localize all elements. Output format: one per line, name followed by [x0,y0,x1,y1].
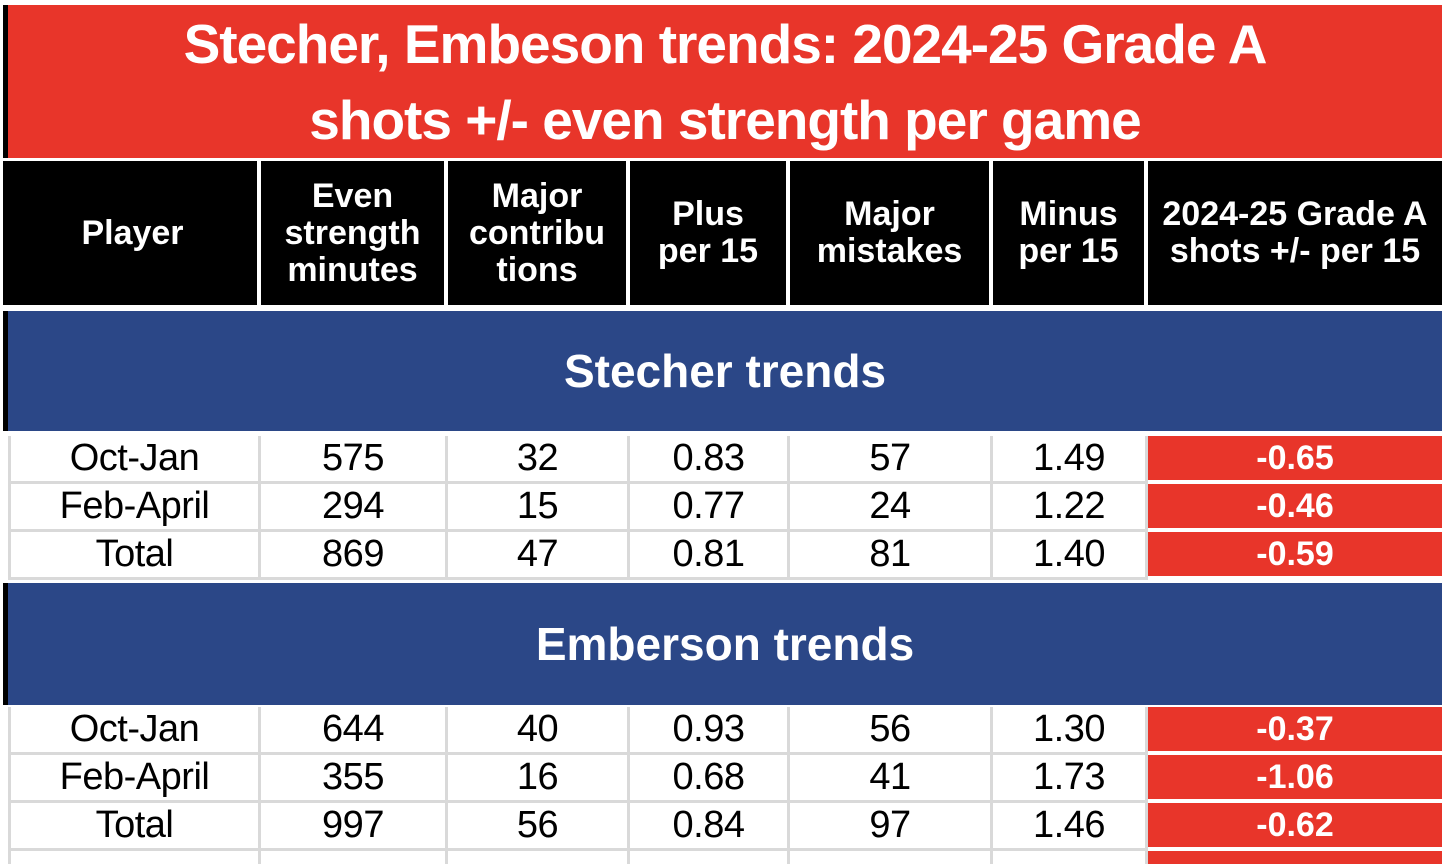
column-header-major-contributions: Major contributions [448,161,630,305]
cell-grade-a-plus-minus: -0.62 [1148,803,1442,851]
cell-even-strength-minutes: 997 [261,803,448,851]
cell-even-strength-minutes: 294 [261,484,448,532]
cell-minus-per-15: 1.22 [993,484,1148,532]
cell-plus-per-15: 0.83 [630,436,790,484]
table-row: Feb-April 294 15 0.77 24 1.22 -0.46 [8,484,1442,532]
cell-major-mistakes: 56 [790,707,993,755]
cell-empty [448,851,630,864]
section-header-stecher: Stecher trends [3,311,1442,431]
cell-period: Oct-Jan [8,707,261,755]
table-row: Total 997 56 0.84 97 1.46 -0.62 [8,803,1442,851]
cell-major-contributions: 56 [448,803,630,851]
cell-major-contributions: 16 [448,755,630,803]
cell-period: Total [8,532,261,580]
cell-empty [261,851,448,864]
column-header-minus-per-15: Minus per 15 [993,161,1148,305]
cell-major-mistakes: 41 [790,755,993,803]
table-row-partial [8,851,1442,864]
title-line-2: shots +/- even strength per game [309,88,1141,151]
section-header-label: Emberson trends [535,618,915,670]
table-row: Total 869 47 0.81 81 1.40 -0.59 [8,532,1442,580]
cell-even-strength-minutes: 869 [261,532,448,580]
cell-empty [630,851,790,864]
cell-even-strength-minutes: 575 [261,436,448,484]
cell-major-mistakes: 57 [790,436,993,484]
cell-major-contributions: 32 [448,436,630,484]
column-header-plus-per-15: Plus per 15 [630,161,790,305]
cell-grade-a-plus-minus: -0.37 [1148,707,1442,755]
table-row: Oct-Jan 575 32 0.83 57 1.49 -0.65 [8,436,1442,484]
cell-minus-per-15: 1.49 [993,436,1148,484]
cell-plus-per-15: 0.68 [630,755,790,803]
cell-plus-per-15: 0.93 [630,707,790,755]
cell-period: Feb-April [8,484,261,532]
table-row: Oct-Jan 644 40 0.93 56 1.30 -0.37 [8,707,1442,755]
cell-major-mistakes: 24 [790,484,993,532]
cell-period: Oct-Jan [8,436,261,484]
cell-period: Total [8,803,261,851]
cell-empty [8,851,261,864]
cell-empty [790,851,993,864]
column-header-major-mistakes: Major mistakes [790,161,993,305]
cell-major-mistakes: 81 [790,532,993,580]
cell-major-contributions: 40 [448,707,630,755]
cell-minus-per-15: 1.40 [993,532,1148,580]
cell-minus-per-15: 1.46 [993,803,1148,851]
cell-period: Feb-April [8,755,261,803]
cell-plus-per-15: 0.81 [630,532,790,580]
cell-plus-per-15: 0.77 [630,484,790,532]
cell-plus-per-15: 0.84 [630,803,790,851]
cell-major-contributions: 15 [448,484,630,532]
cell-grade-a-plus-minus: -0.65 [1148,436,1442,484]
title-line-1: Stecher, Embeson trends: 2024-25 Grade A [183,12,1268,75]
column-header-grade-a-plus-minus: 2024-25 Grade A shots +/- per 15 [1148,161,1442,305]
column-header-even-strength-minutes: Even strength minutes [261,161,448,305]
table-row: Feb-April 355 16 0.68 41 1.73 -1.06 [8,755,1442,803]
cell-grade-a-plus-minus: -0.59 [1148,532,1442,580]
column-header-row: Player Even strength minutes Major contr… [3,161,1442,305]
cell-even-strength-minutes: 644 [261,707,448,755]
title-banner: Stecher, Embeson trends: 2024-25 Grade A… [3,5,1442,158]
section-header-label: Stecher trends [563,345,887,397]
cell-grade-a-plus-minus: -0.46 [1148,484,1442,532]
cell-even-strength-minutes: 355 [261,755,448,803]
cell-grade-a-plus-minus: -1.06 [1148,755,1442,803]
cell-empty [1148,851,1442,864]
cell-major-mistakes: 97 [790,803,993,851]
cell-major-contributions: 47 [448,532,630,580]
cell-minus-per-15: 1.30 [993,707,1148,755]
cell-minus-per-15: 1.73 [993,755,1148,803]
column-header-player: Player [8,161,261,305]
section-header-emberson: Emberson trends [3,580,1442,705]
cell-empty [993,851,1148,864]
